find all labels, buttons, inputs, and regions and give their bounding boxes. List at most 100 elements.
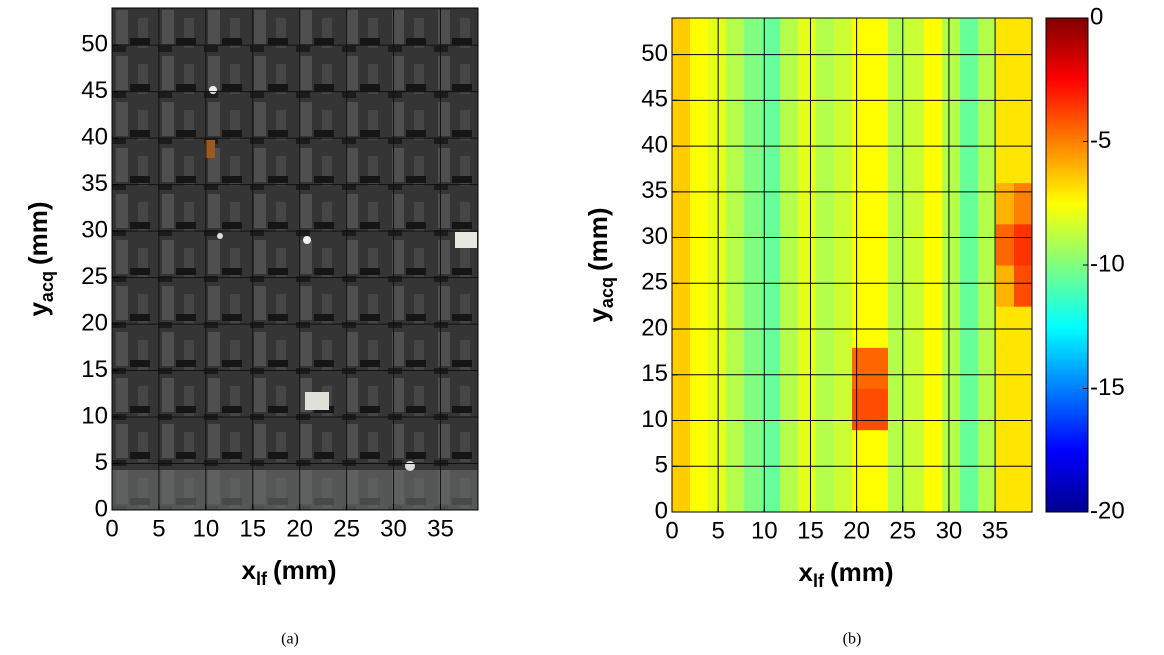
heat-cell [726, 388, 745, 431]
axis-label-sub: lf [813, 571, 825, 591]
heat-cell [906, 18, 925, 60]
heat-cell [708, 59, 727, 101]
y-tick-label: 30 [641, 223, 668, 250]
heat-cell [906, 223, 925, 266]
heat-cell [708, 223, 727, 266]
heat-cell [852, 141, 871, 184]
heat-cell [816, 223, 835, 266]
heat-cell [798, 429, 817, 472]
y-tick-label: 0 [95, 495, 108, 522]
heat-cell [816, 100, 835, 142]
heat-cell [690, 265, 709, 307]
heat-cell [708, 182, 727, 225]
heat-cell [726, 265, 745, 307]
heat-cell [960, 265, 979, 307]
heat-cell [780, 100, 799, 142]
heat-cell [870, 388, 889, 431]
heat-cell [690, 100, 709, 142]
heat-cell [726, 306, 745, 348]
heat-cell [960, 388, 979, 431]
heat-cell [834, 18, 853, 60]
heat-cell [942, 141, 961, 184]
axis-label-main: y [583, 308, 613, 323]
y-tick-label: 25 [81, 263, 108, 290]
heat-cell [1014, 182, 1033, 225]
axis-label-main: x [241, 555, 256, 585]
y-tick-label: 0 [655, 497, 668, 524]
x-tick-label: 0 [105, 515, 118, 542]
heat-cell [834, 347, 853, 389]
y-tick-label: 15 [641, 360, 668, 387]
heat-cell [960, 141, 979, 184]
heat-cell [798, 347, 817, 389]
heat-cell [708, 18, 727, 60]
heat-cell [942, 388, 961, 431]
heat-cell [672, 347, 691, 389]
heat-cell [726, 18, 745, 60]
heat-cell [834, 388, 853, 431]
heat-cell [978, 265, 997, 307]
heat-cell [870, 182, 889, 225]
heat-cell [762, 100, 781, 142]
heat-cell [690, 182, 709, 225]
heat-cell [870, 429, 889, 472]
x-tick-label: 0 [665, 517, 678, 544]
heat-cell [1014, 388, 1033, 431]
heat-cell [834, 306, 853, 348]
y-tick-label: 15 [81, 356, 108, 383]
heat-cell [942, 429, 961, 472]
heat-cell [996, 182, 1015, 225]
heat-cell [690, 306, 709, 348]
heat-cell [690, 141, 709, 184]
heat-cell [1014, 265, 1033, 307]
y-tick-label: 5 [655, 452, 668, 479]
heat-cell [924, 347, 943, 389]
heat-cell [780, 388, 799, 431]
heat-cell [690, 18, 709, 60]
heat-cell [996, 265, 1015, 307]
heat-cell [888, 388, 907, 431]
heat-cell [852, 388, 871, 431]
axis-label-unit: (mm) [23, 201, 53, 265]
heat-cell [690, 59, 709, 101]
heat-cell [888, 223, 907, 266]
y-tick-label: 20 [81, 309, 108, 336]
heat-cell [942, 100, 961, 142]
heat-cell [996, 141, 1015, 184]
heat-cell [942, 59, 961, 101]
heat-cell [744, 470, 763, 513]
y-tick-label: 20 [641, 314, 668, 341]
heat-cell [690, 388, 709, 431]
heat-cell [1014, 306, 1033, 348]
heat-cell [870, 470, 889, 513]
heat-cell [906, 306, 925, 348]
x-tick-label: 35 [427, 515, 454, 542]
colorbar-tick-label: 0 [1090, 3, 1103, 30]
heat-cell [978, 18, 997, 60]
heat-cell [672, 182, 691, 225]
heat-cell [870, 59, 889, 101]
caption: (a) [281, 631, 299, 648]
heat-cell [672, 18, 691, 60]
heat-cell [906, 347, 925, 389]
heat-cell [780, 59, 799, 101]
heat-cell [708, 347, 727, 389]
heat-cell [780, 470, 799, 513]
x-tick-label: 25 [889, 517, 916, 544]
y-tick-label: 25 [641, 269, 668, 296]
y-tick-label: 5 [95, 449, 108, 476]
heat-cell [762, 429, 781, 472]
axis-label-main: y [23, 302, 53, 317]
heat-cell [744, 306, 763, 348]
heat-cell [996, 223, 1015, 266]
heat-cell [960, 59, 979, 101]
heat-cell [906, 59, 925, 101]
heat-cell [960, 100, 979, 142]
heat-cell [978, 223, 997, 266]
y-tick-label: 40 [81, 123, 108, 150]
heat-cell [744, 141, 763, 184]
heat-cell [888, 100, 907, 142]
heat-cell [960, 223, 979, 266]
heat-cell [798, 182, 817, 225]
